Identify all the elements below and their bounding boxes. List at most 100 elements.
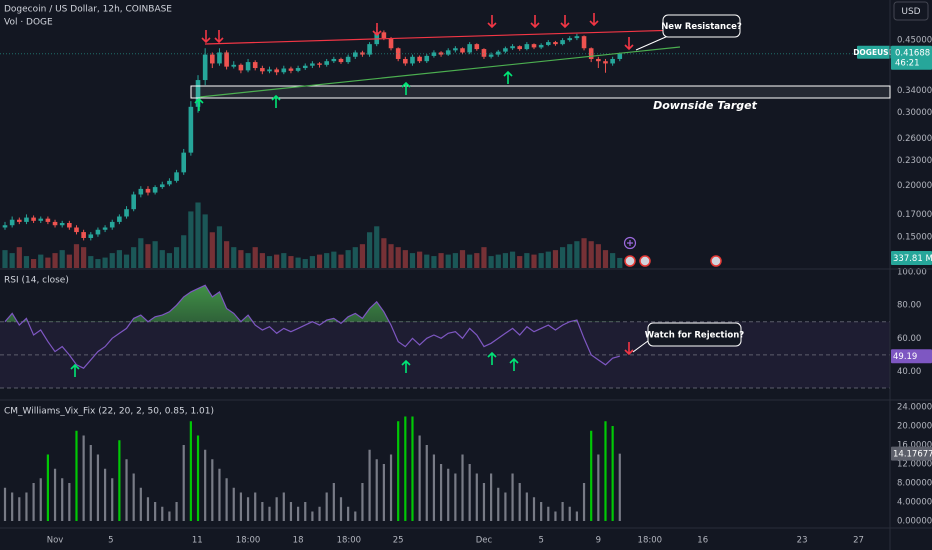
y-tick-label: 4.00000 bbox=[897, 498, 932, 508]
vix-bar bbox=[439, 464, 443, 521]
candle-body bbox=[488, 54, 494, 57]
candle-body bbox=[81, 232, 86, 238]
volume-bar bbox=[581, 238, 587, 268]
volume-bar bbox=[409, 253, 416, 268]
vix-bar bbox=[490, 473, 493, 521]
x-tick-label: 18 bbox=[293, 536, 304, 546]
candle-body bbox=[431, 52, 437, 56]
vix-bar bbox=[204, 449, 207, 521]
vix-bar bbox=[304, 502, 307, 521]
volume-bar bbox=[552, 250, 559, 268]
vix-bar bbox=[497, 487, 500, 521]
candle-body bbox=[38, 218, 44, 221]
vix-bar bbox=[411, 416, 414, 521]
vix-tag-bg bbox=[891, 446, 932, 461]
x-tick-label: 18:00 bbox=[236, 536, 261, 546]
volume-bar bbox=[195, 202, 201, 268]
candle-body bbox=[467, 44, 472, 53]
event-icon[interactable] bbox=[623, 236, 637, 250]
candle-body bbox=[503, 48, 508, 52]
vix-bar bbox=[482, 483, 486, 521]
x-tick-label: 16 bbox=[697, 536, 708, 546]
candle-body bbox=[395, 48, 401, 59]
vix-bar bbox=[261, 502, 264, 521]
vix-bar bbox=[525, 492, 528, 521]
candle-body bbox=[59, 223, 65, 226]
candle-body bbox=[88, 234, 94, 238]
vix-bar bbox=[96, 454, 100, 521]
volume-bar bbox=[345, 250, 351, 268]
vix-tag: 14.17677 bbox=[893, 450, 932, 460]
flag-icon[interactable] bbox=[710, 255, 722, 267]
volume-bar bbox=[381, 238, 387, 268]
vix-bar bbox=[282, 492, 285, 521]
volume-bar bbox=[216, 226, 223, 268]
vix-bar bbox=[618, 453, 621, 521]
volume-bar bbox=[188, 211, 194, 268]
x-tick-label: 27 bbox=[853, 536, 864, 546]
vix-bar bbox=[604, 421, 607, 521]
volume-bar bbox=[424, 254, 430, 268]
volume-bar bbox=[202, 214, 208, 268]
candle-body bbox=[331, 58, 337, 62]
vix-bar bbox=[432, 454, 436, 521]
y-tick-label: 0.15000 bbox=[897, 232, 932, 242]
vix-bar bbox=[89, 445, 92, 521]
candle-body bbox=[410, 56, 415, 64]
volume-bar bbox=[538, 253, 544, 268]
vix-bar bbox=[339, 497, 343, 521]
y-tick-label: 0.45000 bbox=[897, 36, 932, 46]
down-arrow bbox=[624, 36, 634, 50]
candle-body bbox=[538, 44, 544, 48]
volume-bar bbox=[66, 254, 72, 268]
volume-bar bbox=[388, 244, 394, 268]
volume-bar bbox=[73, 244, 80, 268]
down-arrow bbox=[487, 14, 497, 28]
vix-bar bbox=[554, 511, 557, 521]
vix-bar bbox=[518, 483, 521, 521]
candle-body bbox=[52, 221, 58, 226]
vix-bar bbox=[540, 502, 543, 521]
volume-bar bbox=[559, 247, 566, 268]
vix-bar bbox=[225, 478, 228, 521]
y-tick-label: 40.00 bbox=[897, 367, 921, 377]
vix-bar bbox=[168, 511, 171, 521]
volume-bar bbox=[88, 256, 94, 268]
volume-bar bbox=[495, 254, 501, 268]
candle-body bbox=[324, 61, 329, 65]
volume-bar bbox=[16, 247, 22, 268]
vix-bar bbox=[196, 435, 200, 521]
down-arrow bbox=[372, 22, 382, 36]
target-zone bbox=[190, 85, 891, 99]
volume-bar bbox=[324, 253, 330, 268]
rsi-tag: 49.19 bbox=[893, 352, 917, 362]
volume-bar bbox=[123, 254, 130, 268]
up-arrow bbox=[503, 71, 513, 85]
candle-body bbox=[138, 188, 144, 195]
volume-bar bbox=[231, 247, 237, 268]
currency-button[interactable] bbox=[893, 1, 929, 21]
candle-body bbox=[224, 52, 229, 67]
volume-bar bbox=[438, 253, 444, 268]
candle-body bbox=[345, 56, 351, 63]
volume-bar bbox=[116, 250, 122, 268]
vix-title: CM_Williams_Vix_Fix (22, 20, 2, 50, 0.85… bbox=[4, 407, 214, 417]
candle-body bbox=[481, 49, 487, 57]
candle-body bbox=[188, 106, 194, 153]
flag-icon[interactable] bbox=[639, 255, 651, 267]
flag-icon[interactable] bbox=[624, 255, 636, 267]
volume-bar bbox=[374, 226, 380, 268]
volume-bar bbox=[417, 251, 423, 268]
symbol-tag-bg bbox=[857, 45, 891, 59]
candle-body bbox=[281, 68, 287, 73]
vix-bar bbox=[325, 492, 328, 521]
volume-bar bbox=[531, 254, 537, 268]
y-tick-label: 24.00000 bbox=[897, 403, 932, 413]
vix-bar bbox=[139, 487, 142, 521]
candle-body bbox=[553, 42, 558, 45]
vix-bar bbox=[575, 511, 578, 521]
volume-title: Vol · DOGE bbox=[4, 18, 53, 28]
vix-bar bbox=[511, 473, 514, 521]
vix-bar bbox=[597, 454, 600, 521]
vix-bar bbox=[454, 473, 457, 521]
